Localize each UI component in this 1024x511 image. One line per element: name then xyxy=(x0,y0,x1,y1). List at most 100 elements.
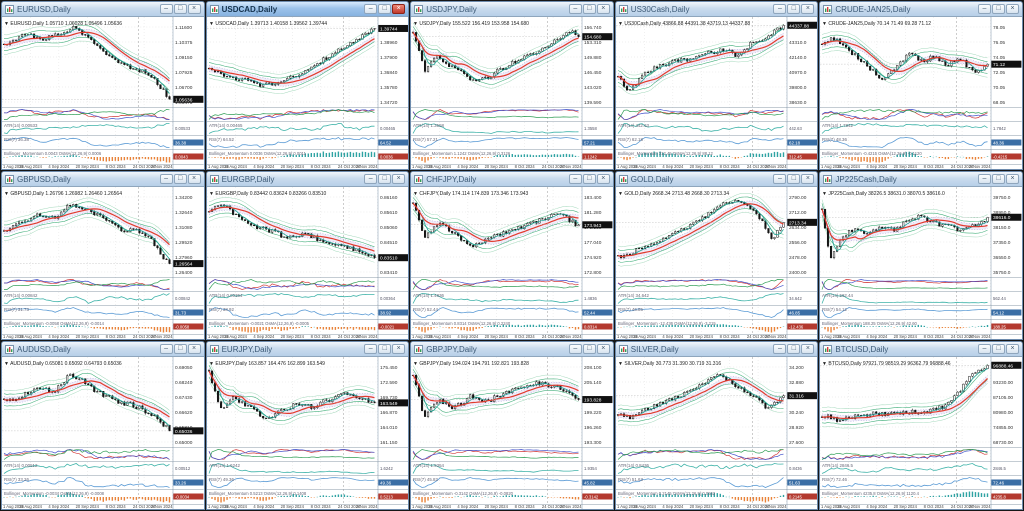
indicator-pane-oscillator xyxy=(822,449,989,460)
restore-button[interactable]: □ xyxy=(173,4,187,14)
minimize-button[interactable]: – xyxy=(978,4,991,14)
chart-canvas[interactable]: 0.690500.682400.674300.666200.658100.650… xyxy=(2,356,204,509)
minimize-button[interactable]: – xyxy=(159,344,173,354)
restore-button[interactable]: □ xyxy=(173,174,187,184)
restore-button[interactable]: □ xyxy=(787,344,801,354)
restore-button[interactable]: □ xyxy=(378,174,392,184)
minimize-button[interactable]: – xyxy=(364,344,378,354)
minimize-button[interactable]: – xyxy=(978,344,991,354)
chart-canvas[interactable]: 1.11600 1.10375 1.09150 1.07925 1.06700 1.054… xyxy=(2,16,204,169)
chart-window-chfjpy[interactable]: CHFJPY,Daily – □ × 183.400181.280179.160… xyxy=(410,171,614,340)
window-titlebar[interactable]: BTCUSD,Daily – □ × xyxy=(820,342,1022,356)
window-titlebar[interactable]: EURGBP,Daily – □ × xyxy=(206,172,409,186)
restore-button[interactable]: □ xyxy=(173,344,187,354)
chart-window-usdjpy[interactable]: USDJPY,Daily – □ × 156.740 153.310 149.880… xyxy=(410,1,614,170)
chart-window-gold[interactable]: GOLD,Daily – □ × 2790.00 2712.00 2634.00 25… xyxy=(614,171,819,340)
chart-canvas[interactable]: 44480.043310.042140.040970.039800.038630… xyxy=(615,16,818,169)
close-button[interactable]: × xyxy=(187,4,201,14)
minimize-button[interactable]: – xyxy=(159,174,173,184)
restore-button[interactable]: □ xyxy=(378,4,392,14)
window-titlebar[interactable]: USDJPY,Daily – □ × xyxy=(411,2,613,16)
window-titlebar[interactable]: EURJPY,Daily – □ × xyxy=(206,342,409,356)
window-titlebar[interactable]: EURUSD,Daily – □ × xyxy=(2,2,204,16)
chart-window-eurgbp[interactable]: EURGBP,Daily – □ × 0.86160 0.85610 0.85060… xyxy=(205,171,410,340)
chart-canvas[interactable]: 2790.00 2712.00 2634.00 2556.00 2478.00 2400.… xyxy=(615,186,818,339)
chart-canvas[interactable]: 183.400181.280179.160177.040174.920172.8… xyxy=(411,186,613,339)
chart-canvas[interactable]: 0.861600.856100.850600.845100.839600.834… xyxy=(206,186,409,339)
window-titlebar[interactable]: GOLD,Daily – □ × xyxy=(615,172,818,186)
svg-text:163.549: 163.549 xyxy=(380,401,398,407)
close-button[interactable]: × xyxy=(1006,344,1019,354)
close-button[interactable]: × xyxy=(187,174,201,184)
chart-canvas[interactable]: 99355.0093230.0087105.0080980.0074855.00… xyxy=(820,356,1022,509)
close-button[interactable]: × xyxy=(801,174,815,184)
current-price-tag: 0.83510 xyxy=(377,254,408,262)
minimize-button[interactable]: – xyxy=(364,174,378,184)
minimize-button[interactable]: – xyxy=(773,174,787,184)
close-button[interactable]: × xyxy=(801,4,815,14)
close-button[interactable]: × xyxy=(392,4,406,14)
window-titlebar[interactable]: CHFJPY,Daily – □ × xyxy=(411,172,613,186)
chart-canvas[interactable]: 78.05 76.05 74.05 72.05 70.05 68.05 71.12 ATR(1… xyxy=(820,16,1022,169)
close-button[interactable]: × xyxy=(801,344,815,354)
window-titlebar[interactable]: GBPUSD,Daily – □ × xyxy=(2,172,204,186)
window-titlebar[interactable]: AUDUSD,Daily – □ × xyxy=(2,342,204,356)
window-titlebar[interactable]: CRUDE-JAN25,Daily – □ × xyxy=(820,2,1022,16)
minimize-button[interactable]: – xyxy=(568,174,582,184)
chart-window-usdcad[interactable]: USDCAD,Daily – □ × 1.400201.389601.37900… xyxy=(205,1,410,170)
restore-button[interactable]: □ xyxy=(582,344,596,354)
chart-canvas[interactable]: 208.100205.140202.180199.220196.260193.3… xyxy=(411,356,613,509)
close-button[interactable]: × xyxy=(596,344,610,354)
window-titlebar[interactable]: USDCAD,Daily – □ × xyxy=(206,2,409,16)
restore-button[interactable]: □ xyxy=(582,174,596,184)
close-button[interactable]: × xyxy=(596,4,610,14)
close-button[interactable]: × xyxy=(596,174,610,184)
restore-button[interactable]: □ xyxy=(378,344,392,354)
restore-button[interactable]: □ xyxy=(992,174,1005,184)
chart-window-eurjpy[interactable]: EURJPY,Daily – □ × 175.450 172.590 169.730… xyxy=(205,341,410,510)
chart-plot-usdjpy: 156.740 153.310 149.880 146.450 143.020 139.5… xyxy=(411,17,613,169)
chart-window-audusd[interactable]: AUDUSD,Daily – □ × 0.69050 0.68240 0.67430… xyxy=(1,341,205,510)
chart-canvas[interactable]: 34.20032.88031.56030.24028.92027.60031.3… xyxy=(615,356,818,509)
window-titlebar[interactable]: SILVER,Daily – □ × xyxy=(615,342,818,356)
minimize-button[interactable]: – xyxy=(364,4,378,14)
chart-canvas[interactable]: 1.34200 1.32640 1.31080 1.29520 1.27960 1.264… xyxy=(2,186,204,339)
chart-window-gbpusd[interactable]: GBPUSD,Daily – □ × 1.34200 1.32640 1.31080… xyxy=(1,171,205,340)
chart-window-jp225cash[interactable]: JP225Cash,Daily – □ × 39750.0 38950.0 3815… xyxy=(819,171,1023,340)
ohlc-info: ▼ GBPUSD,Daily 1.26796 1.26982 1.26460 1… xyxy=(4,191,122,197)
close-button[interactable]: × xyxy=(392,174,406,184)
window-titlebar[interactable]: GBPJPY,Daily – □ × xyxy=(411,342,613,356)
chart-window-silver[interactable]: SILVER,Daily – □ × 34.20032.88031.56030.… xyxy=(614,341,819,510)
chart-window-eurusd[interactable]: EURUSD,Daily – □ × 1.11600 1.10375 1.09150… xyxy=(1,1,205,170)
close-button[interactable]: × xyxy=(1006,174,1019,184)
chart-canvas[interactable]: 1.400201.389601.379001.368401.357801.347… xyxy=(206,16,409,169)
minimize-button[interactable]: – xyxy=(159,4,173,14)
restore-button[interactable]: □ xyxy=(582,4,596,14)
indicator-pane-atr: ATR(14) 0.8436 0.8436 xyxy=(617,463,802,474)
svg-text:24 Oct 2024: 24 Oct 2024 xyxy=(338,504,361,509)
minimize-button[interactable]: – xyxy=(978,174,991,184)
chart-canvas[interactable]: 39750.0 38950.0 38150.0 37350.0 36550.0 35750… xyxy=(820,186,1022,339)
minimize-button[interactable]: – xyxy=(568,4,582,14)
chart-canvas[interactable]: 156.740 153.310 149.880 146.450 143.020 139.5… xyxy=(411,16,613,169)
chart-window-btcusd[interactable]: BTCUSD,Daily – □ × 99355.0093230.0087105… xyxy=(819,341,1023,510)
window-titlebar[interactable]: JP225Cash,Daily – □ × xyxy=(820,172,1022,186)
chart-canvas[interactable]: 175.450 172.590 169.730 166.870 164.010 161.1… xyxy=(206,356,409,509)
restore-button[interactable]: □ xyxy=(787,174,801,184)
svg-text:38616.0: 38616.0 xyxy=(993,215,1011,221)
chart-window-gbpjpy[interactable]: GBPJPY,Daily – □ × 208.100205.140202.180… xyxy=(410,341,614,510)
restore-button[interactable]: □ xyxy=(992,4,1005,14)
svg-text:161.150: 161.150 xyxy=(380,440,398,446)
close-button[interactable]: × xyxy=(1006,4,1019,14)
minimize-button[interactable]: – xyxy=(773,344,787,354)
minimize-button[interactable]: – xyxy=(568,344,582,354)
chart-window-us30cash[interactable]: US30Cash,Daily – □ × 44480.043310.042140… xyxy=(614,1,819,170)
minimize-button[interactable]: – xyxy=(773,4,787,14)
restore-button[interactable]: □ xyxy=(787,4,801,14)
chart-window-crude-jan25[interactable]: CRUDE-JAN25,Daily – □ × 78.05 76.05 74.05 7… xyxy=(819,1,1023,170)
close-button[interactable]: × xyxy=(392,344,406,354)
restore-button[interactable]: □ xyxy=(992,344,1005,354)
window-titlebar[interactable]: US30Cash,Daily – □ × xyxy=(615,2,818,16)
close-button[interactable]: × xyxy=(187,344,201,354)
